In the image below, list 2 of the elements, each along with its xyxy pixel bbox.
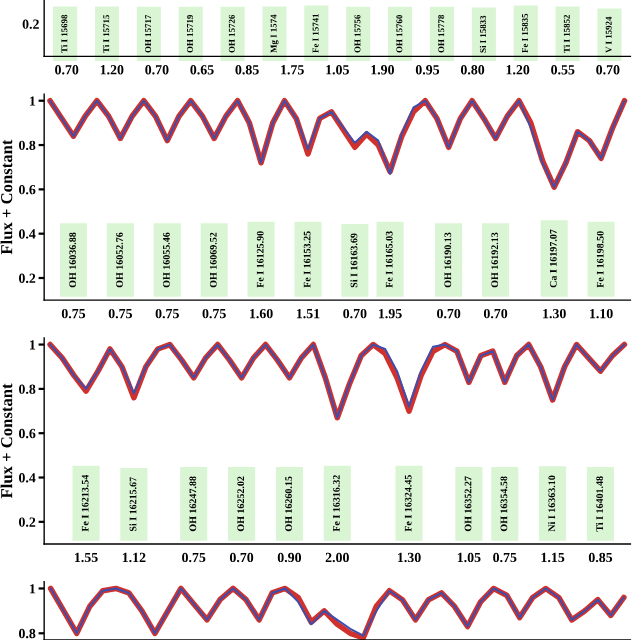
y-axis-title: Flux + Constant: [0, 383, 13, 499]
y-axis-title: Flux + Constant: [0, 139, 13, 255]
